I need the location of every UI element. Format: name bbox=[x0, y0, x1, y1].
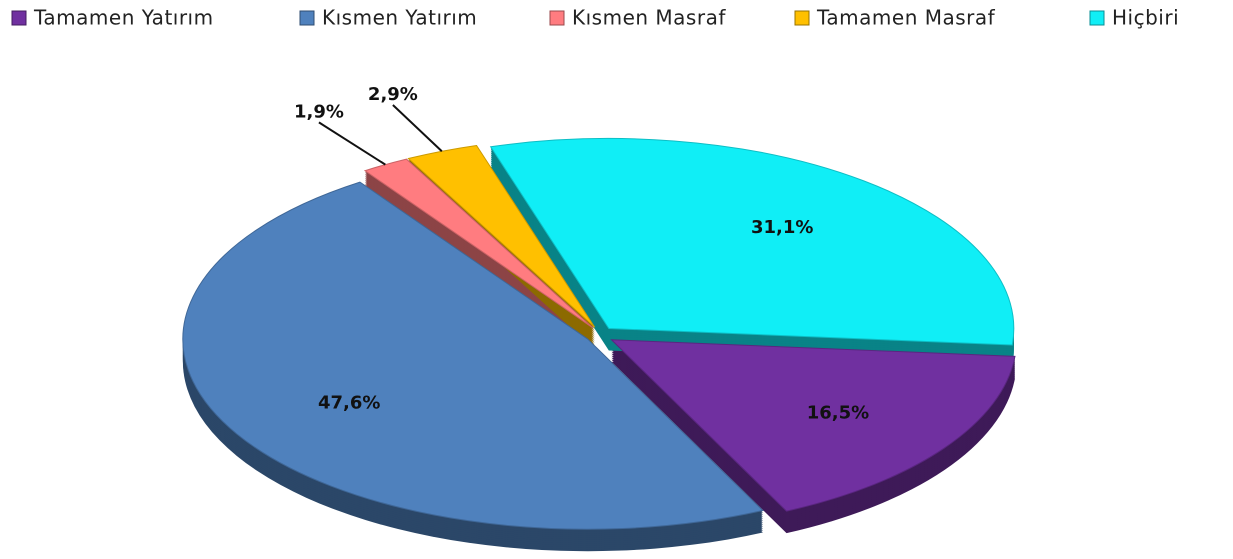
slice bbox=[182, 181, 764, 530]
legend-swatch bbox=[11, 10, 27, 26]
legend-swatch bbox=[1089, 10, 1105, 26]
data-label: 16,5% bbox=[807, 402, 869, 423]
legend-label: Kısmen Masraf bbox=[572, 6, 726, 30]
legend-swatch bbox=[549, 10, 565, 26]
leader-line bbox=[392, 104, 443, 153]
slice bbox=[407, 144, 596, 328]
legend-label: Tamamen Masraf bbox=[816, 6, 996, 30]
legend-swatch bbox=[794, 10, 810, 26]
legend-label: Hiçbiri bbox=[1112, 6, 1179, 30]
data-label: 31,1% bbox=[751, 217, 813, 238]
data-label: 1,9% bbox=[294, 101, 344, 122]
legend-swatch bbox=[299, 10, 315, 26]
data-label: 2,9% bbox=[368, 84, 418, 105]
legend-label: Tamamen Yatırım bbox=[33, 6, 214, 30]
data-label: 47,6% bbox=[318, 393, 380, 414]
leader-line bbox=[318, 121, 386, 166]
slice bbox=[489, 137, 1015, 346]
legend-label: Kısmen Yatırım bbox=[322, 6, 477, 30]
slice bbox=[610, 339, 1016, 512]
slice bbox=[363, 158, 594, 329]
